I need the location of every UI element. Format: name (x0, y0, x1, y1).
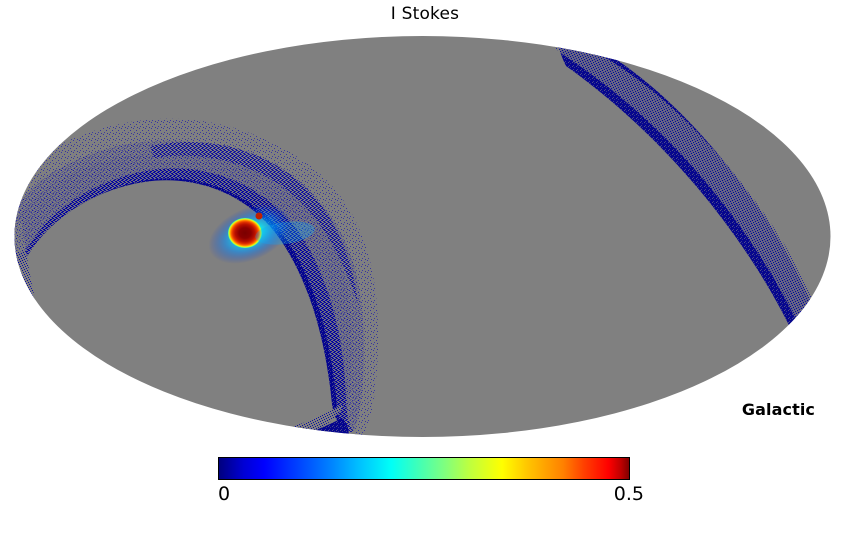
sky-map-svg (14, 36, 831, 437)
hotspot-core (228, 218, 262, 248)
coordinate-system-label: Galactic (741, 400, 815, 419)
colorbar-gradient[interactable] (218, 457, 630, 480)
mollweide-projection (0, 26, 850, 446)
hotspot-secondary-knot (255, 212, 263, 220)
colorbar-tick-labels: 0 0.5 (218, 481, 644, 507)
scan-band-halo (14, 118, 379, 437)
colorbar-max-label: 0.5 (613, 483, 644, 505)
colorbar[interactable]: 0 0.5 (218, 457, 644, 507)
sky-ellipse-background (14, 36, 831, 437)
page-title: I Stokes (390, 4, 460, 24)
colorbar-min-label: 0 (218, 483, 231, 505)
observed-scan-band-group (14, 36, 831, 437)
hotspot-trail (255, 221, 315, 245)
